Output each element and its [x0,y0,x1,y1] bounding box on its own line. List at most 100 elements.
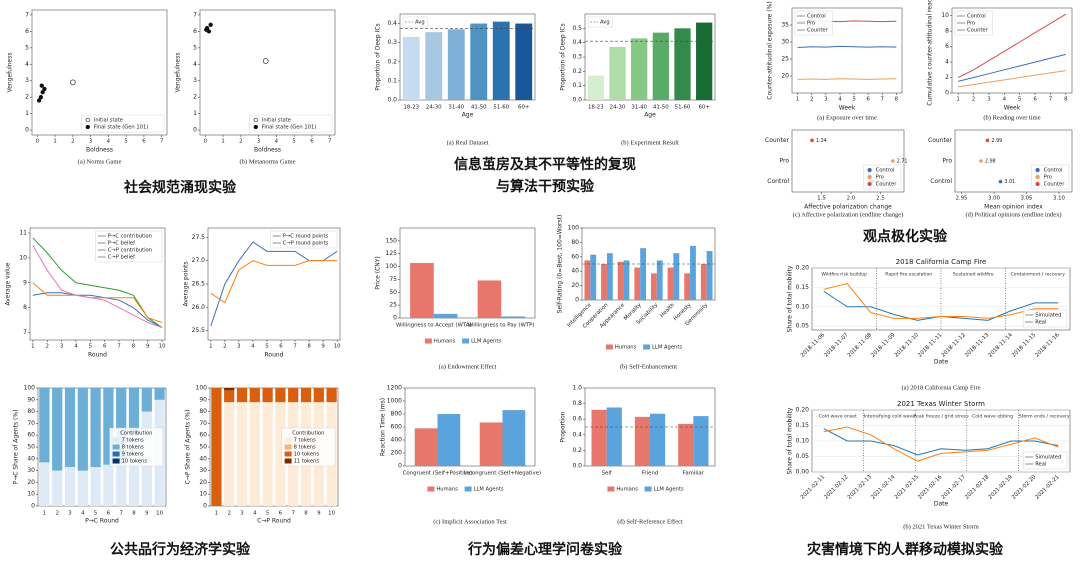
bar-segment [64,467,76,506]
legend-label: Control [807,14,826,20]
chart: 020406080100IntelligenceCooperationAppea… [557,215,716,370]
x-tick-label: 8 [307,344,311,350]
x-tick-label: 2 [55,511,58,517]
y-tick-label: 7 [25,11,29,18]
y-tick-label: 25 [781,56,789,63]
bar-segment [249,402,260,506]
bar [700,264,707,300]
legend-label: 8 tokens [294,445,316,451]
caption: (d) Political opinions (endline index) [965,211,1061,218]
x-tick-label: 4 [253,511,257,517]
legend-swatch [605,344,613,350]
axis-label: P→C Share of Agents (%) [13,410,20,485]
y-tick-label: 26.5 [192,281,206,288]
x-tick-label: Willingness to Pay (WTP) [468,323,535,329]
y-tick-label: 0 [193,127,197,134]
legend-swatch [867,167,872,173]
axis-label: Proportion of Deep ICs [560,23,567,90]
legend-title: Contribution [292,431,324,437]
y-tick-label: 0.2 [572,68,582,75]
bar [631,38,648,100]
x-tick-label: 31-40 [448,105,464,111]
axis-label: Share of total mobility [787,407,794,474]
legend-swatch [112,444,120,450]
y-tick-label: 1.0 [572,385,582,392]
y-tick-label: 150 [386,237,398,244]
bar-segment [116,388,127,465]
x-tick-label: 1 [215,511,218,517]
axis-label: Affective polarization change [804,204,892,211]
y-tick-label: 30 [199,467,207,474]
legend-label: Counter [1044,182,1066,188]
bar [470,23,488,100]
bar [479,422,503,466]
plot-frame [199,9,336,136]
x-tick-label: 10 [159,344,166,350]
x-tick-label: 51-60 [493,105,509,111]
y-tick-label: 0 [575,297,579,304]
point [70,79,76,86]
line [32,292,163,328]
point [985,138,990,143]
y-tick-label: 10 [199,491,207,498]
x-tick-label: 8 [895,97,899,103]
y-tick-label: 75 [389,276,397,283]
y-tick-label: Pro [779,158,789,165]
y-tick-label: 1 [193,110,197,117]
y-tick-label: 4 [193,61,197,68]
x-tick-label: 1 [221,139,224,145]
axis-label: Vengefulness [7,53,14,93]
line [210,241,338,327]
y-tick-label: 0.3 [572,54,582,61]
caption: (b) Experiment Result [621,139,679,146]
caption: (a) 2018 California Camp Fire [901,384,980,391]
x-tick-label: 3 [987,97,990,103]
bar-segment [224,388,235,391]
legend-label: 7 tokens [294,438,316,444]
y-tick-label: 0.1 [572,82,582,89]
x-tick-label: 9 [321,344,325,350]
annotation: Containment / recovery [1011,272,1066,278]
legend-label: Humans [615,345,637,351]
chart: 0.0 0.1 0.2 0.3 0.4 18-23 24-30 31-40 41-50 51-60… [375,13,536,146]
plot-frame [791,7,903,94]
legend-label: Pro [807,21,815,27]
bar [606,253,613,300]
bar [433,313,458,318]
legend-swatch [85,117,90,123]
bar [606,407,622,466]
axis-label: Reaction Time (ms) [380,398,387,456]
legend-label: P→C contribution [108,234,152,240]
bar-segment [224,402,235,506]
x-tick-label: 10 [328,511,335,517]
bar-segment [154,388,165,400]
axis-label: Self-Rating (0=Best, 100=Worst) [557,215,564,314]
x-tick-label: 7 [881,97,884,103]
y-tick-label: 0.4 [387,20,397,27]
bar [515,23,533,100]
axis-label: Price (CNY) [375,256,382,290]
point [39,83,44,88]
caption: (d) Self-Reference Effect [617,518,683,525]
bar [402,36,420,100]
plot-frame [29,227,166,341]
axis-label: Average value [5,262,12,305]
caption: (b) 2021 Texas Winter Storm [903,523,979,530]
x-tick-label: 5 [89,344,92,350]
x-tick-label: 6 [279,344,283,350]
y-tick-label: 100 [196,385,208,392]
plot-frame [951,7,1073,94]
bar [502,410,526,466]
x-tick-label: 2 [223,344,226,350]
bar [617,261,624,300]
line [958,70,1066,88]
bar [674,28,691,100]
y-tick-label: 20 [27,479,35,486]
bar [667,267,674,300]
bar-segment [288,388,299,403]
legend-box [587,16,613,28]
x-tick-label: 2.0 [847,196,856,202]
axis-label: C→P Round [257,518,291,525]
